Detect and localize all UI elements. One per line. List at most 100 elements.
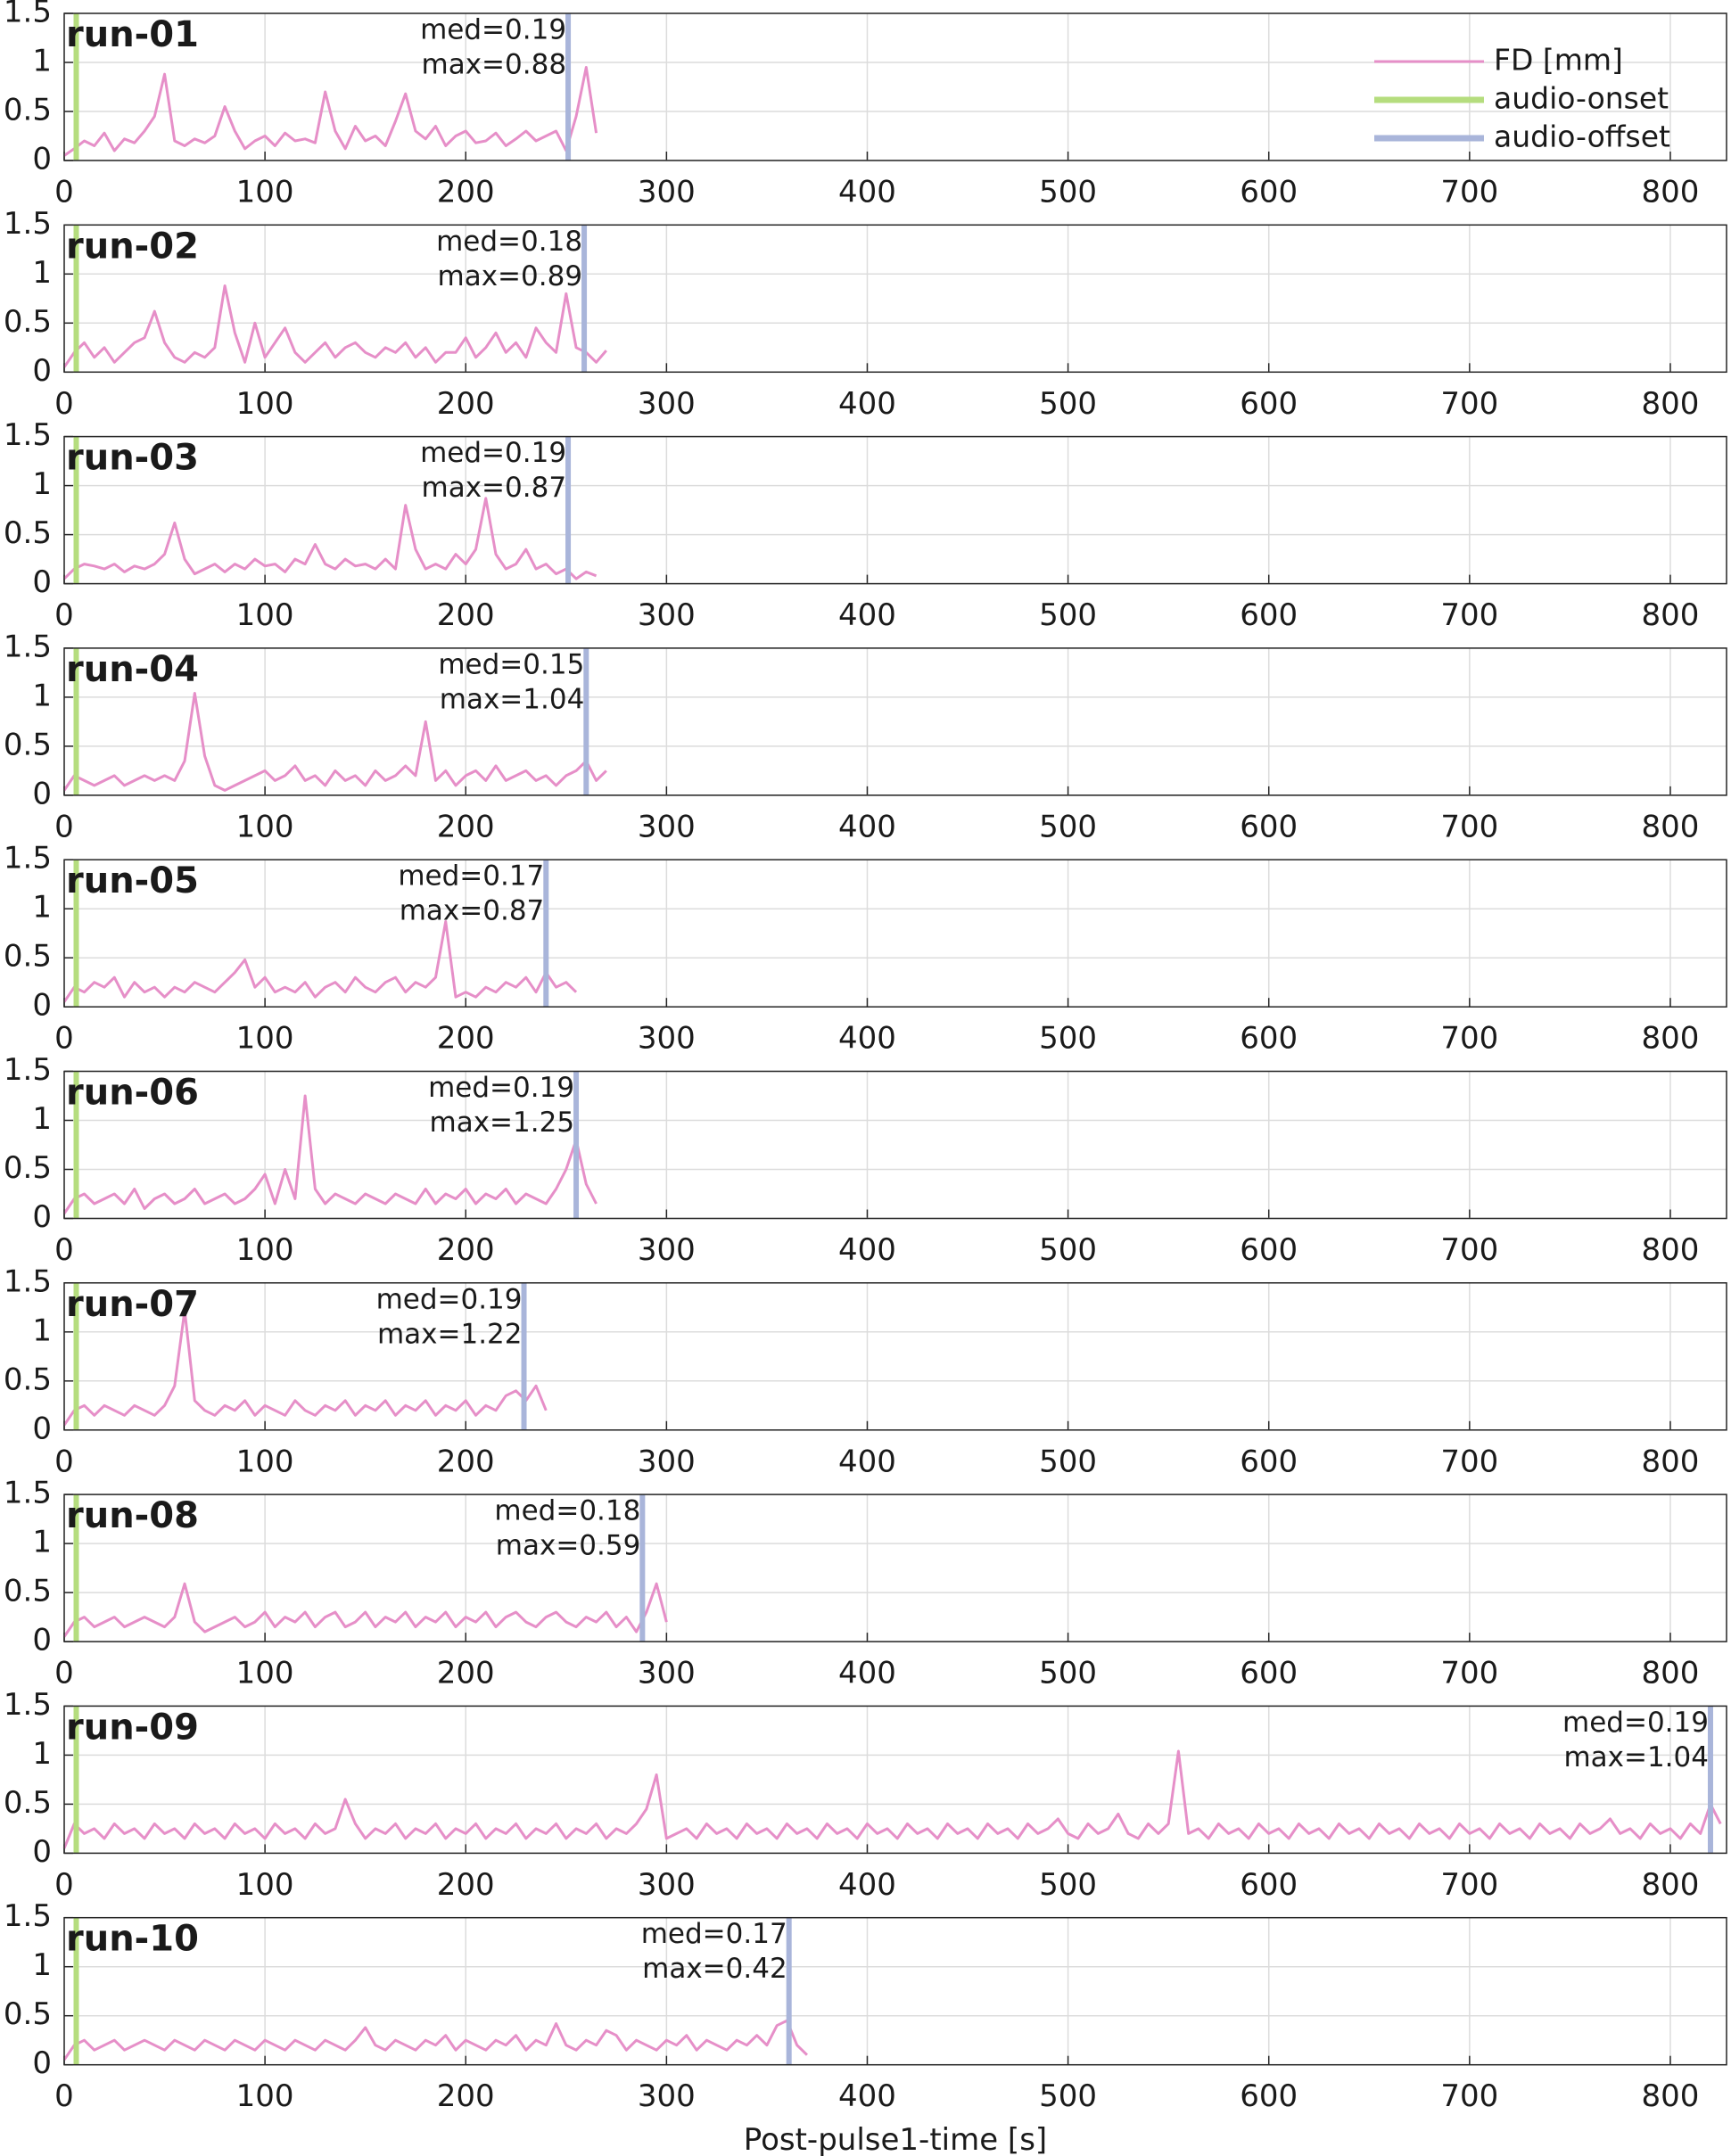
y-tick-label: 1.5: [4, 1052, 52, 1088]
x-tick-label: 100: [236, 1232, 294, 1268]
x-tick-label: 300: [638, 1232, 696, 1268]
x-tick-label: 500: [1039, 1656, 1097, 1691]
x-tick-label: 0: [54, 597, 74, 633]
y-tick-label: 0: [32, 1411, 52, 1446]
x-tick-label: 400: [838, 1444, 896, 1479]
x-tick-label: 100: [236, 597, 294, 633]
y-tick-label: 0: [32, 1623, 52, 1658]
x-tick-label: 0: [54, 1656, 74, 1691]
panel: 0 100 200 300 400 500 600 700 800 0 0.5 1 1.5 run-09 m…: [4, 1687, 1727, 1903]
annotation: med=0.19: [428, 1072, 574, 1104]
panel: 0 100 200 300 400 500 600 700 800 0 0.5 1 1.5 run-01 m…: [4, 0, 1727, 210]
fd-line: [62, 1749, 1722, 1849]
y-tick-label: 1: [32, 890, 52, 926]
plot-area: [64, 1282, 1727, 1430]
x-tick-label: 400: [838, 2078, 896, 2114]
y-tick-label: 0: [32, 564, 52, 600]
annotation: med=0.17: [398, 860, 544, 893]
x-tick-label: 0: [54, 2078, 74, 2114]
axes-frame: [63, 647, 1727, 796]
plot-area: [64, 647, 1727, 795]
y-tick-label: 1.5: [4, 1476, 52, 1511]
y-tick-label: 1: [32, 466, 52, 502]
x-tick-label: 200: [437, 2078, 495, 2114]
y-tick-label: 0.5: [4, 1574, 52, 1609]
x-tick-label: 600: [1240, 597, 1298, 633]
y-tick-label: 1.5: [4, 0, 52, 30]
run-label: run-07: [66, 1284, 199, 1325]
plot-area: [64, 1706, 1727, 1854]
axes-frame: [63, 1705, 1727, 1855]
annotation: max=1.04: [440, 683, 585, 715]
y-tick-label: 1.5: [4, 1263, 52, 1299]
x-tick-label: 100: [236, 809, 294, 844]
x-tick-label: 500: [1039, 809, 1097, 844]
x-tick-label: 200: [437, 175, 495, 210]
x-tick-label: 200: [437, 1867, 495, 1903]
x-tick-label: 600: [1240, 1656, 1298, 1691]
axes-frame: [63, 859, 1727, 1008]
x-tick-label: 100: [236, 2078, 294, 2114]
x-tick-label: 200: [437, 1656, 495, 1691]
x-tick-label: 800: [1642, 1021, 1700, 1057]
x-tick-label: 400: [838, 386, 896, 422]
run-label: run-03: [66, 438, 199, 479]
panel: 0 100 200 300 400 500 600 700 800 0 0.5 1 1.5 run-10 m…: [4, 1898, 1727, 2156]
run-label: run-05: [66, 860, 199, 901]
y-tick-label: 0: [32, 1199, 52, 1235]
x-tick-label: 300: [638, 597, 696, 633]
x-tick-label: 600: [1240, 386, 1298, 422]
x-tick-label: 700: [1440, 2078, 1498, 2114]
x-tick-label: 500: [1039, 1021, 1097, 1057]
axes-frame: [63, 1494, 1727, 1642]
plot-area: [64, 1917, 1727, 2065]
annotation: med=0.17: [641, 1918, 787, 1950]
x-axis-label: Post-pulse1-time [s]: [744, 2122, 1047, 2156]
x-tick-label: 600: [1240, 1021, 1298, 1057]
x-tick-label: 0: [54, 809, 74, 844]
run-label: run-01: [66, 14, 199, 55]
x-tick-label: 800: [1642, 2078, 1700, 2114]
x-tick-label: 800: [1642, 597, 1700, 633]
x-tick-label: 700: [1440, 809, 1498, 844]
y-tick-label: 0.5: [4, 1150, 52, 1186]
y-tick-label: 0: [32, 2045, 52, 2081]
x-tick-label: 300: [638, 1656, 696, 1691]
y-tick-label: 0.5: [4, 1362, 52, 1397]
panel: 0 100 200 300 400 500 600 700 800 0 0.5 1 1.5 run-02 m…: [4, 206, 1727, 422]
annotation: max=0.87: [400, 895, 545, 927]
y-tick-label: 0.5: [4, 304, 52, 340]
x-tick-label: 200: [437, 1021, 495, 1057]
annotation: med=0.19: [1562, 1707, 1709, 1739]
fd-line: [62, 497, 598, 580]
panel: 0 100 200 300 400 500 600 700 800 0 0.5 1 1.5 run-05 m…: [4, 841, 1727, 1057]
x-tick-label: 100: [236, 175, 294, 210]
legend-label: audio-onset: [1494, 81, 1669, 116]
annotation: max=1.22: [377, 1318, 523, 1350]
annotation: max=1.04: [1563, 1741, 1709, 1773]
y-tick-label: 1.5: [4, 629, 52, 664]
y-tick-label: 0.5: [4, 93, 52, 128]
x-tick-label: 700: [1440, 1444, 1498, 1479]
axes-frame: [63, 1282, 1727, 1431]
x-tick-label: 700: [1440, 1656, 1498, 1691]
x-tick-label: 300: [638, 386, 696, 422]
y-tick-label: 0.5: [4, 1996, 52, 2032]
x-tick-label: 200: [437, 1232, 495, 1268]
y-tick-label: 0: [32, 142, 52, 177]
x-tick-label: 100: [236, 386, 294, 422]
x-tick-label: 300: [638, 2078, 696, 2114]
x-tick-label: 400: [838, 1021, 896, 1057]
x-tick-label: 100: [236, 1867, 294, 1903]
y-tick-label: 1.5: [4, 206, 52, 242]
axes-frame: [63, 224, 1727, 374]
panel: 0 100 200 300 400 500 600 700 800 0 0.5 1 1.5 run-06 m…: [4, 1052, 1727, 1268]
legend-label: FD [mm]: [1494, 43, 1623, 78]
annotation: max=0.59: [496, 1530, 641, 1562]
plot-area: [64, 860, 1727, 1008]
x-tick-label: 600: [1240, 1232, 1298, 1268]
annotation: max=0.42: [642, 1953, 787, 1985]
x-tick-label: 300: [638, 809, 696, 844]
x-tick-label: 500: [1039, 1867, 1097, 1903]
